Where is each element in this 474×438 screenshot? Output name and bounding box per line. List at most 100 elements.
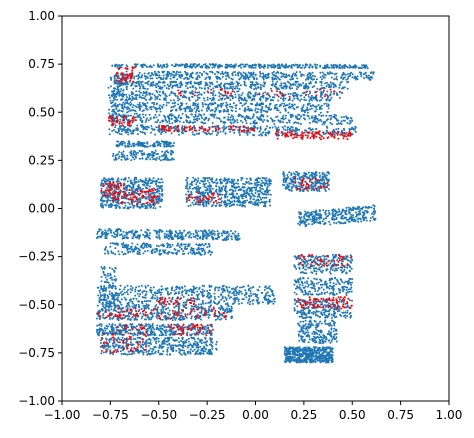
data-point [129,104,132,107]
data-point [170,132,173,135]
data-point [268,95,271,98]
data-point [297,122,300,125]
data-point [137,180,140,183]
data-point [184,110,187,113]
data-point [314,218,317,221]
data-point [187,190,190,193]
data-point [146,156,149,159]
data-point [146,183,148,186]
data-point [206,246,209,249]
data-point [340,215,343,218]
data-point [325,125,328,128]
data-point [163,98,166,101]
data-point [302,113,305,116]
data-point [315,108,318,111]
data-point [231,78,234,81]
data-point [315,121,318,124]
data-point [352,216,354,219]
data-point [135,98,138,101]
data-point [243,80,246,83]
data-point [302,188,305,191]
data-point [335,216,338,219]
data-point [151,77,154,80]
data-point [318,214,321,217]
data-point [155,182,158,185]
data-point [350,213,352,216]
data-point [155,236,158,238]
data-point [154,207,157,210]
data-point [206,72,209,75]
data-point [189,63,192,66]
data-point [244,183,246,186]
data-point [196,115,199,118]
data-point [304,213,307,216]
data-point [185,102,188,105]
data-point [262,193,265,196]
data-point [125,236,128,239]
data-point [287,93,290,95]
data-point [130,152,133,155]
data-point [164,156,167,158]
data-point [183,96,186,99]
data-point [147,83,150,86]
data-point [195,105,198,108]
data-point [369,219,372,222]
data-point [323,174,326,177]
data-point [271,118,274,121]
data-point [152,207,155,209]
data-point [282,99,285,102]
data-point [349,207,352,210]
data-point [199,191,202,194]
data-point [216,181,219,184]
data-point [326,111,329,113]
data-point [272,70,275,73]
data-point [161,190,163,193]
data-point [232,102,235,105]
data-point [134,236,137,239]
data-point [160,187,163,190]
data-point [137,151,139,154]
data-point [134,105,137,108]
data-point [128,107,131,110]
data-point [132,151,135,154]
data-point [127,145,130,148]
data-point [123,237,126,239]
data-point [100,192,103,194]
data-point [129,98,132,100]
data-point [196,78,199,81]
data-point [277,109,280,112]
data-point [315,127,318,130]
data-point [161,230,164,233]
data-point [247,96,250,99]
data-point [328,66,330,69]
data-point [159,81,162,84]
data-point [165,230,168,233]
data-point [146,87,149,90]
data-point [223,109,226,112]
data-point [231,200,234,203]
data-point [258,98,261,100]
data-point [176,95,179,98]
data-point [271,120,274,123]
data-point [156,140,159,143]
data-point [270,98,273,101]
data-point [213,110,216,113]
data-point [286,85,289,88]
data-point [126,108,129,111]
data-point [313,78,316,81]
data-point [170,117,173,120]
data-point [158,181,160,184]
data-point [285,109,287,112]
data-point [167,87,170,90]
data-point [213,116,216,119]
data-point [290,189,293,192]
data-point [232,232,235,235]
data-point [186,185,189,188]
data-point [230,87,233,90]
data-point [237,97,240,100]
data-point [196,181,199,184]
data-point [178,114,180,117]
data-point [165,77,168,80]
data-point [195,183,198,186]
data-point [296,177,299,180]
